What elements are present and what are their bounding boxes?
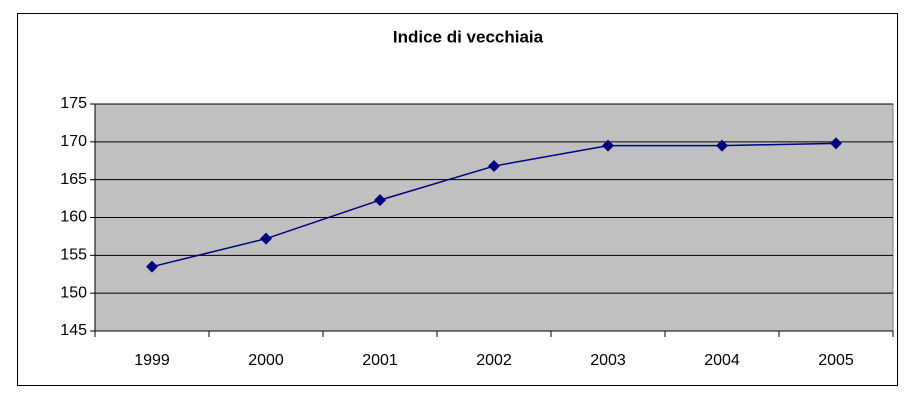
x-tick-label: 1999 — [134, 352, 170, 369]
y-tick-label: 160 — [60, 209, 87, 226]
y-tick-label: 145 — [60, 322, 87, 339]
y-tick-label: 165 — [60, 171, 87, 188]
x-tick-label: 2005 — [818, 352, 854, 369]
x-tick-label: 2001 — [362, 352, 398, 369]
data-point — [260, 232, 272, 245]
data-point — [602, 139, 614, 152]
y-tick-label: 155 — [60, 247, 87, 264]
x-tick-label: 2000 — [248, 352, 284, 369]
data-point — [146, 260, 158, 273]
x-tick-label: 2004 — [704, 352, 740, 369]
chart-title: Indice di vecchiaia — [393, 27, 544, 46]
x-tick-label: 2003 — [590, 352, 626, 369]
data-point — [374, 194, 386, 207]
data-point — [830, 137, 842, 150]
x-tick-label: 2002 — [476, 352, 512, 369]
y-tick-label: 150 — [60, 284, 87, 301]
data-point — [488, 160, 500, 173]
y-tick-label: 175 — [60, 95, 87, 112]
y-tick-label: 170 — [60, 133, 87, 150]
data-point — [716, 139, 728, 152]
